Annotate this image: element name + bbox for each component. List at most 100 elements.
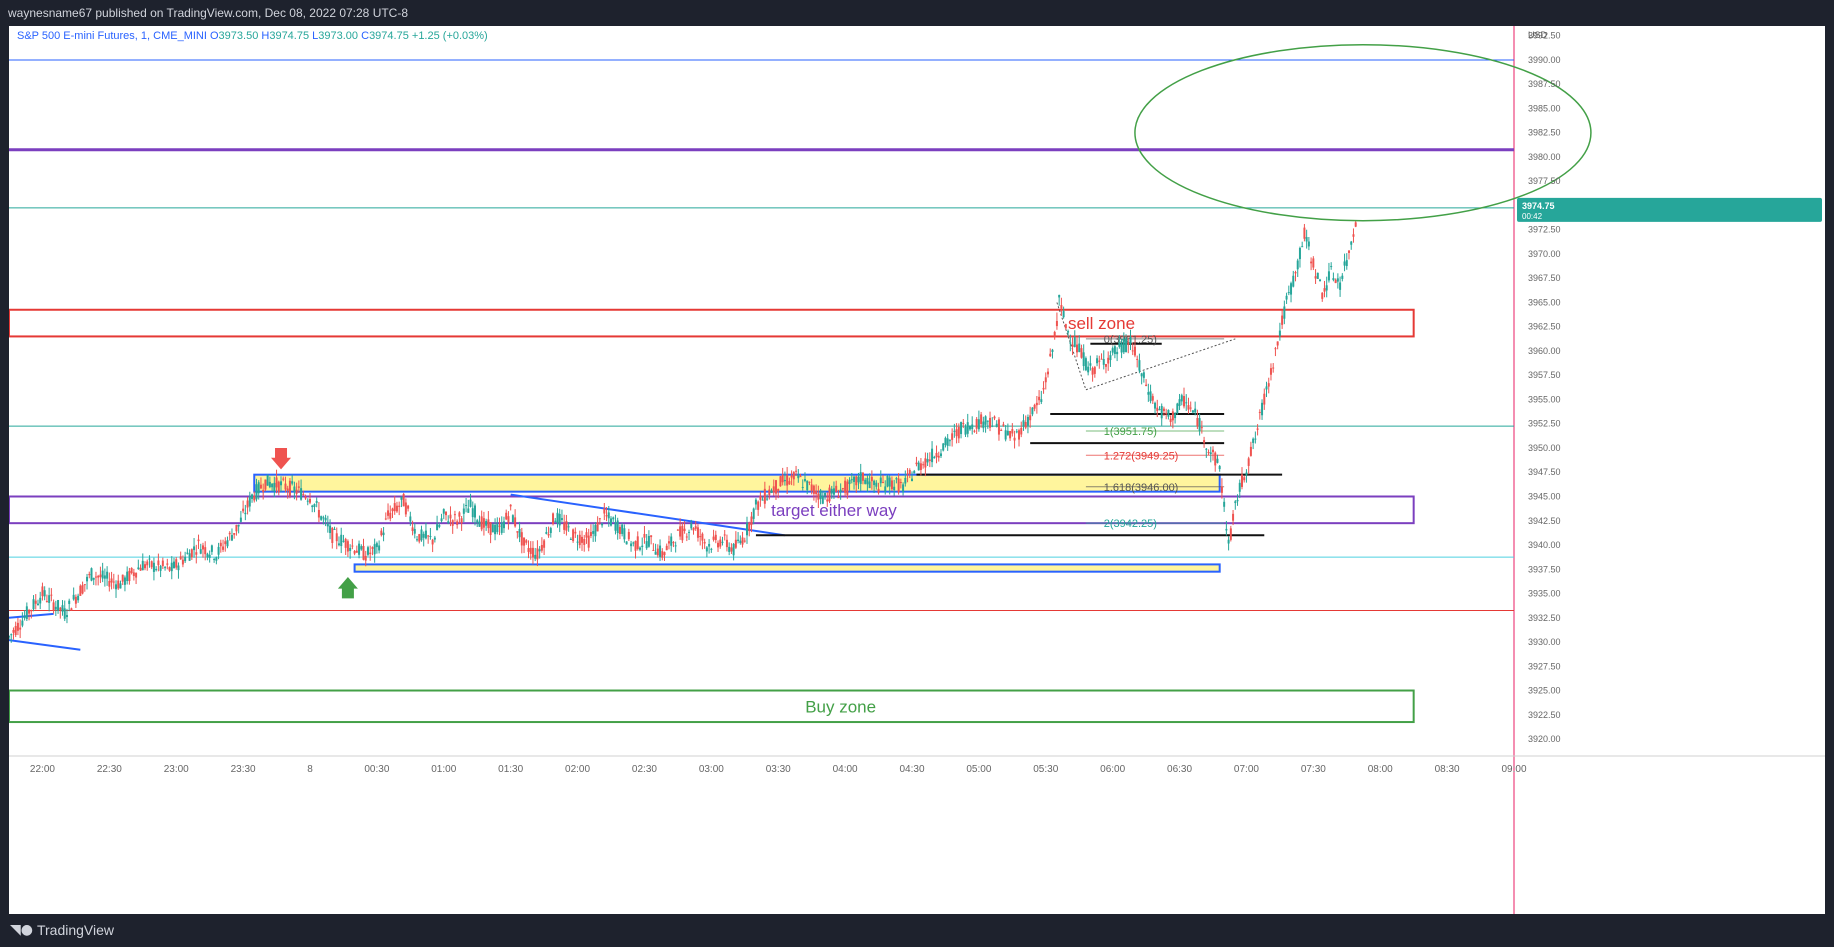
candle-body <box>190 549 193 558</box>
fib-1272-label: 1.272(3949.25) <box>1104 450 1179 462</box>
candle-body <box>235 525 238 532</box>
candle-body <box>623 528 626 540</box>
candle-body <box>1281 315 1284 325</box>
candle-body <box>855 476 858 486</box>
candle-body <box>135 572 138 578</box>
candle-body <box>547 533 550 536</box>
candle-body <box>1147 392 1150 395</box>
candle-body <box>788 481 791 485</box>
candle-body <box>545 532 548 534</box>
candle-body <box>246 500 249 508</box>
candle-body <box>708 543 711 547</box>
candle-body <box>1345 260 1348 267</box>
candle-body <box>968 426 971 430</box>
x-tick-label: 06:30 <box>1167 764 1192 775</box>
candle-body <box>146 561 149 566</box>
candle-body <box>99 574 102 578</box>
candle-body <box>170 562 173 572</box>
candle-body <box>23 616 26 619</box>
candle-body <box>692 528 695 531</box>
candle-body <box>500 522 503 533</box>
candle-body <box>1265 386 1268 390</box>
x-tick-label: 07:30 <box>1301 764 1326 775</box>
candle-body <box>523 537 526 546</box>
candle-body <box>422 533 425 538</box>
candle-body <box>922 464 925 466</box>
candle-body <box>594 525 597 537</box>
candle-body <box>884 486 887 492</box>
candle-body <box>70 608 73 611</box>
candle-body <box>210 545 213 552</box>
y-tick-label: 3970.00 <box>1528 249 1561 259</box>
candle-body <box>1178 399 1181 406</box>
candle-body <box>817 493 820 500</box>
candle-body <box>126 571 129 582</box>
candle-body <box>774 480 777 494</box>
candle-body <box>779 476 782 487</box>
y-tick-label: 3957.50 <box>1528 370 1561 380</box>
candle-body <box>110 578 113 583</box>
resistance-box <box>253 473 1221 493</box>
candle-body <box>1287 292 1290 294</box>
candle-body <box>30 610 33 612</box>
y-tick-label: 3930.00 <box>1528 637 1561 647</box>
candle-body <box>188 553 191 561</box>
candle-body <box>531 547 534 558</box>
candle-body <box>1354 222 1357 227</box>
candle-body <box>355 550 358 553</box>
candle-body <box>853 476 856 483</box>
candle-body <box>937 455 940 458</box>
target-either-way-label: target either way <box>771 501 897 520</box>
buy-zone-box <box>9 689 1415 724</box>
candle-body <box>1091 368 1094 375</box>
candle-body <box>752 508 755 519</box>
candle-body <box>358 543 361 555</box>
candle-body <box>850 479 853 481</box>
candle-body <box>676 529 679 531</box>
candle-body <box>1093 367 1096 374</box>
candle-body <box>746 522 749 536</box>
candle-body <box>1183 396 1186 407</box>
candle-body <box>1256 428 1259 430</box>
candle-body <box>1298 247 1301 260</box>
candle-body <box>19 627 22 630</box>
candle-body <box>772 486 775 493</box>
candle-body <box>317 509 320 518</box>
y-tick-label: 3950.00 <box>1528 443 1561 453</box>
candle-body <box>1015 431 1018 433</box>
candle-body <box>1350 241 1353 245</box>
x-tick-label: 23:30 <box>231 764 256 775</box>
candle-body <box>21 620 24 626</box>
candle-body <box>65 615 68 618</box>
candle-body <box>1158 409 1161 411</box>
candle-body <box>12 629 15 633</box>
candle-body <box>610 518 612 526</box>
candle-body <box>556 512 559 524</box>
candle-body <box>1082 352 1085 367</box>
candle-body <box>478 521 481 527</box>
candle-body <box>1249 446 1252 456</box>
candle-body <box>1332 278 1335 281</box>
x-tick-label: 03:30 <box>766 764 791 775</box>
candle-body <box>895 478 898 480</box>
candle-body <box>1042 387 1045 390</box>
tradingview-logo[interactable]: ◥● TradingView <box>10 914 114 947</box>
candle-body <box>953 430 956 432</box>
candle-body <box>28 610 31 614</box>
candle-body <box>494 524 497 535</box>
candle-body <box>108 581 111 587</box>
candle-body <box>1330 266 1333 268</box>
candle-body <box>679 526 682 537</box>
candle-body <box>1020 427 1023 435</box>
candle-body <box>253 495 256 501</box>
candle-body <box>1272 367 1275 369</box>
fib-2-label: 2(3942.25) <box>1104 518 1157 530</box>
candle-body <box>630 543 633 547</box>
fib-connector <box>1056 302 1236 391</box>
candle-body <box>743 540 746 542</box>
candle-body <box>59 607 62 610</box>
candle-body <box>86 576 89 582</box>
candle-body <box>1058 294 1061 298</box>
